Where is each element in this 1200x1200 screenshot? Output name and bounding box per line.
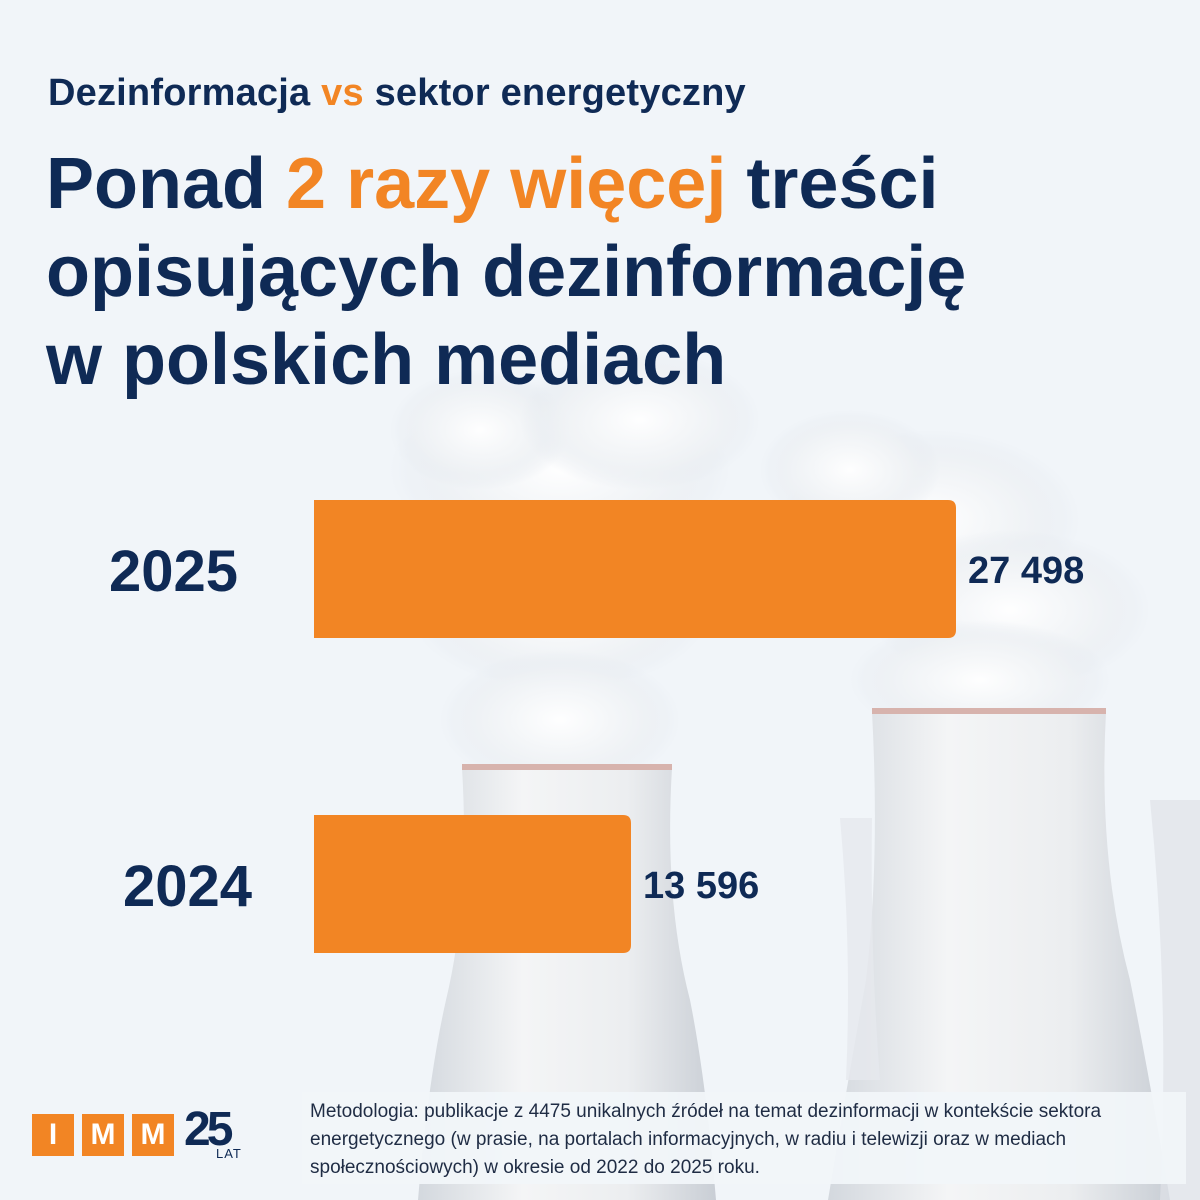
logo-suffix: LAT — [216, 1146, 242, 1161]
subtitle-vs: vs — [321, 72, 364, 114]
bar-chart: 2025 27 498 2024 13 596 — [109, 500, 1084, 953]
bar-2025 — [314, 500, 956, 638]
bar-2024 — [314, 815, 631, 953]
title-part-2: treści — [746, 144, 939, 224]
title-line-1: Ponad 2 razy więcej treści — [46, 140, 1166, 228]
logo-letter-2: M — [82, 1114, 124, 1156]
subtitle: Dezinformacja vs sektor energetyczny — [48, 72, 746, 115]
page-title: Ponad 2 razy więcej treści opisujących d… — [46, 140, 1166, 404]
subtitle-part-a: Dezinformacja — [48, 72, 311, 114]
logo-number: 25 — [184, 1103, 233, 1156]
cooling-tower-right — [828, 712, 1170, 1200]
value-label-2025: 27 498 — [968, 550, 1084, 592]
title-line-2: opisujących dezinformację — [46, 232, 967, 312]
methodology-note: Metodologia: publikacje z 4475 unikalnyc… — [302, 1092, 1186, 1184]
category-label-2024: 2024 — [123, 854, 252, 919]
value-label-2024: 13 596 — [643, 865, 759, 907]
title-highlight: 2 razy więcej — [286, 144, 727, 224]
subtitle-part-b: sektor energetyczny — [374, 72, 746, 114]
category-label-2025: 2025 — [109, 539, 238, 604]
logo-letter-1: I — [32, 1114, 74, 1156]
methodology-label: Metodologia: — [310, 1101, 419, 1122]
logo-letter-3: M — [132, 1114, 174, 1156]
title-line-3: w polskich mediach — [46, 320, 727, 400]
imm-logo: I M M 25 LAT — [32, 1103, 252, 1161]
title-part-1: Ponad — [46, 144, 267, 224]
methodology-text: publikacje z 4475 unikalnych źródeł na t… — [310, 1101, 1102, 1178]
